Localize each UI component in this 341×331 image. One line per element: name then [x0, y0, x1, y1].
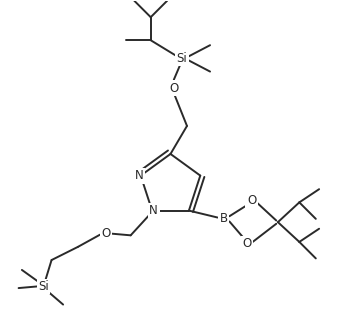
Text: N: N [135, 169, 144, 182]
Text: Si: Si [177, 52, 188, 65]
Text: B: B [220, 213, 227, 225]
Text: O: O [169, 81, 178, 95]
Text: O: O [247, 194, 256, 207]
Text: N: N [149, 204, 158, 217]
Text: O: O [243, 237, 252, 250]
Text: Si: Si [38, 280, 49, 293]
Text: O: O [101, 227, 110, 240]
